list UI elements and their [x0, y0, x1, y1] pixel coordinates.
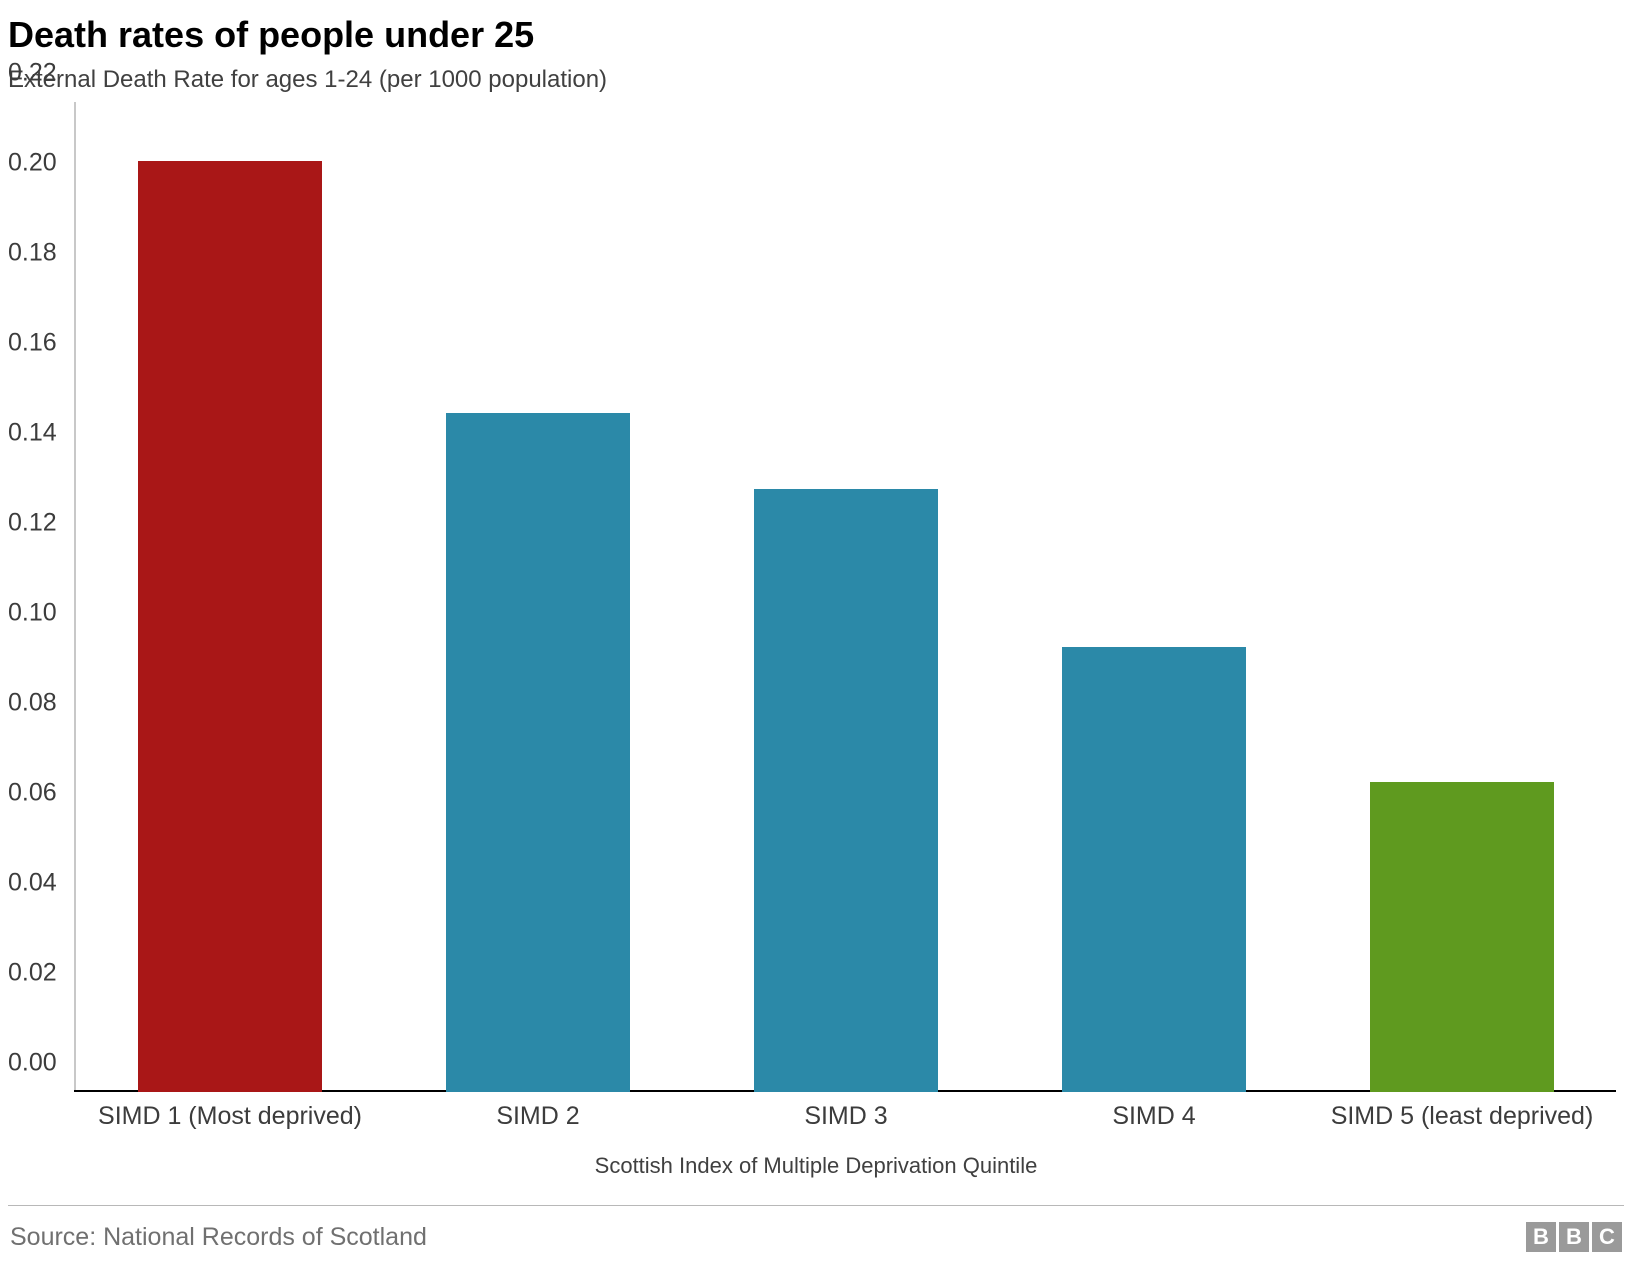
- plot-area: 0.00 0.02 0.04 0.06 0.08 0.10 0.12 0.14 0.16 0.18…: [8, 102, 1624, 1092]
- bbc-logo: B B C: [1526, 1222, 1622, 1252]
- y-tick-label: 0.08: [8, 689, 66, 718]
- y-tick-label: 0.12: [8, 509, 66, 538]
- x-tick-labels: SIMD 1 (Most deprived)SIMD 2SIMD 3SIMD 4…: [76, 1102, 1616, 1131]
- y-tick-label: 0.20: [8, 149, 66, 178]
- bar: [754, 489, 939, 1092]
- bbc-logo-block: B: [1526, 1222, 1556, 1252]
- x-tick-label: SIMD 5 (least deprived): [1308, 1102, 1616, 1131]
- y-tick-label: 0.06: [8, 779, 66, 808]
- y-tick-label: 0.16: [8, 329, 66, 358]
- x-tick-label: SIMD 3: [692, 1102, 1000, 1131]
- bar-slot: [384, 102, 692, 1092]
- source-text: Source: National Records of Scotland: [10, 1223, 427, 1252]
- bar-slot: [1308, 102, 1616, 1092]
- bar-slot: [692, 102, 1000, 1092]
- y-tick-label: 0.22: [8, 59, 66, 88]
- y-tick-label: 0.10: [8, 599, 66, 628]
- x-tick-label: SIMD 1 (Most deprived): [76, 1102, 384, 1131]
- bbc-logo-block: B: [1559, 1222, 1589, 1252]
- y-tick-label: 0.18: [8, 239, 66, 268]
- chart-subtitle: External Death Rate for ages 1-24 (per 1…: [8, 66, 1624, 94]
- bar: [138, 161, 323, 1093]
- bars-region: [76, 102, 1616, 1092]
- chart-container: Death rates of people under 25 External …: [0, 0, 1632, 1270]
- bar-slot: [76, 102, 384, 1092]
- bbc-logo-block: C: [1592, 1222, 1622, 1252]
- x-tick-label: SIMD 2: [384, 1102, 692, 1131]
- x-tick-label: SIMD 4: [1000, 1102, 1308, 1131]
- footer-rule: [8, 1205, 1624, 1206]
- y-tick-label: 0.04: [8, 869, 66, 898]
- bar-slot: [1000, 102, 1308, 1092]
- chart-title: Death rates of people under 25: [8, 14, 1624, 56]
- y-tick-label: 0.00: [8, 1049, 66, 1078]
- y-tick-label: 0.02: [8, 959, 66, 988]
- chart-footer: Source: National Records of Scotland B B…: [8, 1214, 1624, 1252]
- x-axis-title: Scottish Index of Multiple Deprivation Q…: [8, 1153, 1624, 1179]
- bar: [1370, 782, 1555, 1093]
- bar: [1062, 647, 1247, 1093]
- bar: [446, 413, 631, 1093]
- y-tick-label: 0.14: [8, 419, 66, 448]
